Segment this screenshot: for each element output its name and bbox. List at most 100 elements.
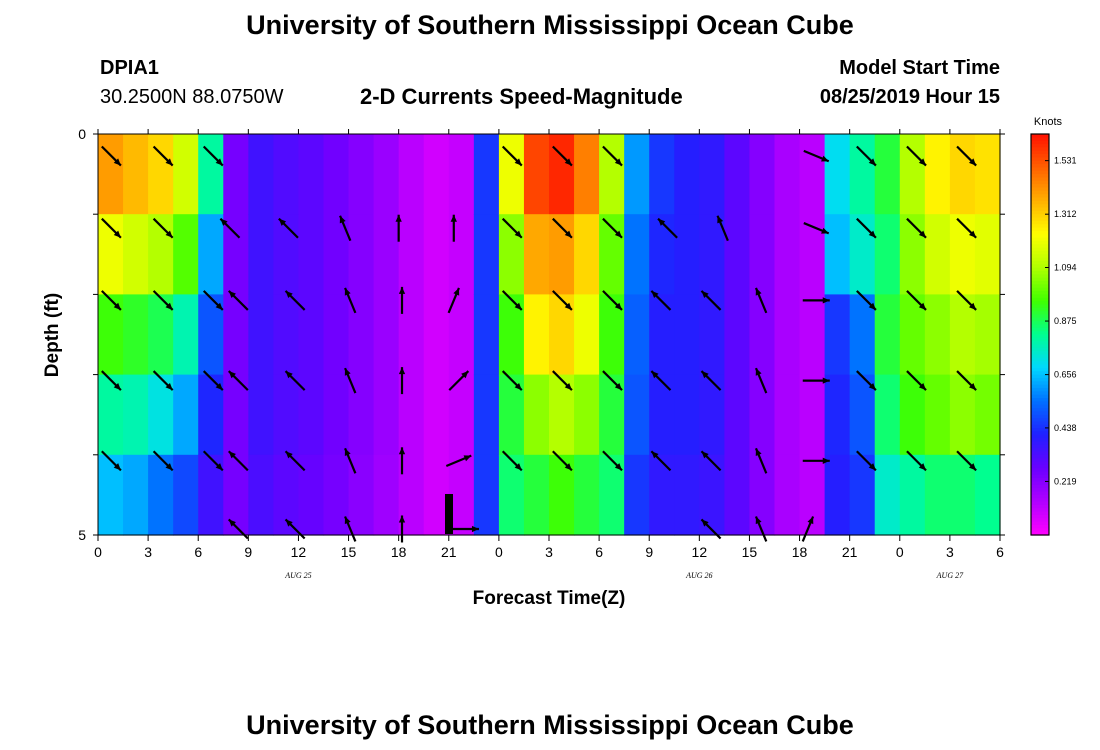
heatmap-cell	[373, 454, 400, 536]
heatmap-cell	[749, 294, 776, 376]
colorbar-segment	[1031, 150, 1049, 155]
heatmap-cell	[974, 374, 1001, 456]
current-vector-head	[285, 451, 293, 459]
x-tick-label: 6	[996, 544, 1004, 560]
colorbar-segment	[1031, 397, 1049, 402]
heatmap-cell	[699, 294, 725, 376]
heatmap-cell	[173, 294, 199, 376]
colorbar-label: 0.875	[1054, 316, 1077, 326]
heatmap-cell	[273, 134, 300, 215]
current-vector-head	[701, 371, 709, 379]
heatmap-cell	[774, 374, 801, 456]
colorbar-segment	[1031, 514, 1049, 519]
heatmap-cells	[98, 134, 1001, 536]
heatmap-cell	[98, 454, 124, 536]
heatmap-cell	[273, 374, 300, 456]
colorbar-segment	[1031, 367, 1049, 372]
colorbar-segment	[1031, 401, 1049, 406]
current-vector-head	[807, 516, 814, 525]
current-vector-head	[461, 371, 469, 379]
current-vector-head	[344, 287, 351, 296]
current-vector-head	[918, 382, 927, 391]
heatmap-cell	[498, 374, 525, 456]
colorbar-segment	[1031, 304, 1049, 309]
heatmap-cell	[448, 454, 475, 536]
colorbar-segment	[1031, 264, 1049, 269]
colorbar-segment	[1031, 344, 1049, 349]
colorbar-segment	[1031, 471, 1049, 476]
heatmap-cell	[799, 294, 826, 376]
current-vector-head	[113, 382, 121, 391]
colorbar-segment	[1031, 214, 1049, 219]
heatmap-cell	[323, 294, 350, 376]
x-tick-label: 15	[341, 544, 357, 560]
current-vector-head	[918, 158, 927, 166]
colorbar-segment	[1031, 207, 1049, 212]
colorbar-segment	[1031, 434, 1049, 439]
colorbar-segment	[1031, 324, 1049, 329]
current-vector-head	[564, 302, 572, 310]
colorbar-segment	[1031, 481, 1049, 486]
x-tick-label: 12	[291, 544, 307, 560]
heatmap-cell	[223, 214, 249, 295]
colorbar-segment	[1031, 177, 1049, 182]
colorbar-segment	[1031, 521, 1049, 526]
heatmap-cell	[624, 214, 650, 295]
heatmap-cell	[523, 214, 550, 295]
colorbar-label: 1.312	[1054, 209, 1077, 219]
heatmap-cell	[448, 134, 475, 215]
heatmap-cell	[273, 454, 300, 536]
heatmap-cell	[423, 134, 450, 215]
current-vector-head	[165, 382, 173, 391]
current-vector-head	[344, 448, 351, 457]
colorbar-segment	[1031, 217, 1049, 222]
colorbar-segment	[1031, 271, 1049, 275]
heatmap-cell	[824, 374, 851, 456]
heatmap-cell	[649, 454, 675, 536]
station-coords: 30.2500N 88.0750W	[100, 86, 284, 108]
heatmap-cell	[574, 454, 600, 536]
x-date-label: AUG 25	[284, 571, 311, 580]
heatmap-cell	[774, 454, 801, 536]
heatmap-cell	[949, 214, 976, 295]
colorbar-segment	[1031, 164, 1049, 169]
current-vector-head	[658, 218, 666, 226]
heatmap-cell	[523, 454, 550, 536]
colorbar-segment	[1031, 184, 1049, 189]
colorbar-segment	[1031, 451, 1049, 456]
heatmap-cell	[423, 294, 450, 376]
colorbar-segment	[1031, 227, 1049, 232]
heatmap-cell	[98, 294, 124, 376]
colorbar-segment	[1031, 438, 1049, 443]
heatmap-cell	[473, 134, 500, 215]
colorbar-segment	[1031, 384, 1049, 389]
colorbar-segment	[1031, 244, 1049, 249]
heatmap-cell	[849, 134, 876, 215]
heatmap-cell	[273, 214, 300, 295]
heatmap-cell	[649, 374, 675, 456]
colorbar-segment	[1031, 281, 1049, 285]
heatmap-cell	[549, 294, 575, 376]
current-vector-head	[564, 382, 572, 391]
heatmap-cell	[323, 454, 350, 536]
colorbar-segment	[1031, 474, 1049, 479]
heatmap-cell	[674, 134, 700, 215]
x-tick-label: 9	[645, 544, 653, 560]
colorbar-segment	[1031, 428, 1049, 433]
current-vector-head	[968, 463, 977, 471]
colorbar-segment	[1031, 441, 1049, 446]
current-vector-head	[344, 516, 351, 525]
heatmap-cell	[624, 454, 650, 536]
heatmap-cell	[649, 134, 675, 215]
current-vector-head	[215, 158, 223, 166]
current-vector-head	[113, 230, 121, 238]
colorbar-segment	[1031, 498, 1049, 503]
colorbar-segment	[1031, 464, 1049, 469]
colorbar-segment	[1031, 461, 1049, 466]
x-tick-label: 12	[692, 544, 708, 560]
current-vector-head	[822, 457, 830, 464]
current-vector-head	[755, 448, 762, 457]
heatmap-cell	[473, 374, 500, 456]
heatmap-cell	[549, 134, 575, 215]
heatmap-cell	[498, 134, 525, 215]
